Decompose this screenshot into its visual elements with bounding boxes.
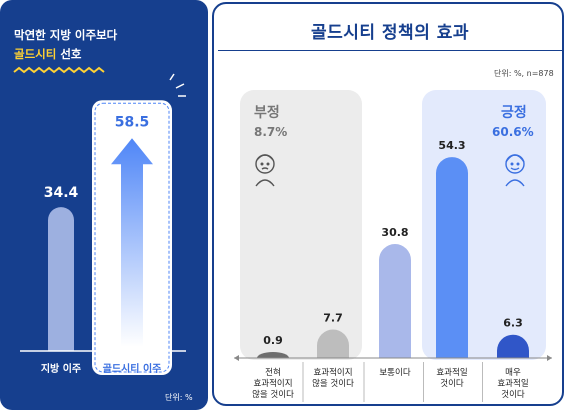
right-unit-note: 단위: %, n=878: [494, 69, 554, 78]
bar: [379, 244, 411, 358]
positive-face-icon: [505, 154, 525, 187]
negative-group-title: 부정: [254, 105, 280, 121]
bar-local-migration: [48, 207, 74, 351]
positive-group-percent: 60.6%: [492, 125, 534, 139]
sparkle-line: [175, 83, 185, 89]
axis-arrow-left-icon: [234, 355, 239, 361]
positive-group-title: 긍정: [501, 105, 527, 121]
negative-group-percent: 8.7%: [254, 125, 288, 139]
category-label: 골드시티 이주: [103, 362, 162, 375]
left-headline-rest: 선호: [56, 47, 82, 61]
right-panel: 골드시티 정책의 효과 단위: %, n=878 0.9 7.7 30.8 54.3 6…: [212, 2, 564, 406]
category-label: 보통이다: [379, 368, 411, 378]
bar: [436, 157, 468, 358]
bar-value-label: 54.3: [438, 139, 465, 152]
bar: [497, 334, 529, 358]
sparkle-line: [169, 73, 175, 81]
left-headline-highlight: 골드시티: [14, 47, 57, 61]
category-label: 매우 효과적일 것이다: [497, 368, 529, 400]
left-unit-note: 단위: %: [165, 393, 193, 402]
bar-value-label: 34.4: [44, 185, 79, 201]
bar: [317, 329, 349, 358]
wavy-underline: [13, 66, 105, 74]
category-label: 지방 이주: [41, 362, 81, 375]
right-chart: 0.9 7.7 30.8 54.3 6.3: [234, 90, 552, 402]
bar-value-label: 6.3: [503, 317, 523, 330]
bar-goldcity-migration-arrow: [111, 138, 153, 347]
left-panel: 막연한 지방 이주보다 골드시티 선호 34.4 58.5 지방 이주 골드시티 이주…: [0, 0, 208, 410]
left-chart: 34.4 58.5 지방 이주 골드시티 이주: [13, 66, 186, 376]
bar-value-label: 58.5: [115, 114, 150, 130]
bar-value-label: 0.9: [263, 334, 283, 347]
left-headline-line1: 막연한 지방 이주보다: [14, 28, 118, 42]
bar-value-label: 7.7: [323, 312, 343, 325]
axis-arrow-right-icon: [547, 355, 552, 361]
highlight-dashed-border: [94, 102, 170, 373]
bar-value-label: 30.8: [381, 226, 408, 239]
category-label: 효과적이지 않을 것이다: [312, 368, 354, 389]
left-headline-line2: 골드시티 선호: [14, 46, 82, 62]
chart-title: 골드시티 정책의 효과: [310, 23, 470, 43]
category-label: 효과적일 것이다: [436, 368, 468, 389]
bar: [257, 352, 289, 358]
title-divider: [218, 50, 562, 51]
category-label: 전혀 효과적이지 않을 것이다: [252, 368, 294, 400]
negative-face-icon: [255, 154, 275, 187]
